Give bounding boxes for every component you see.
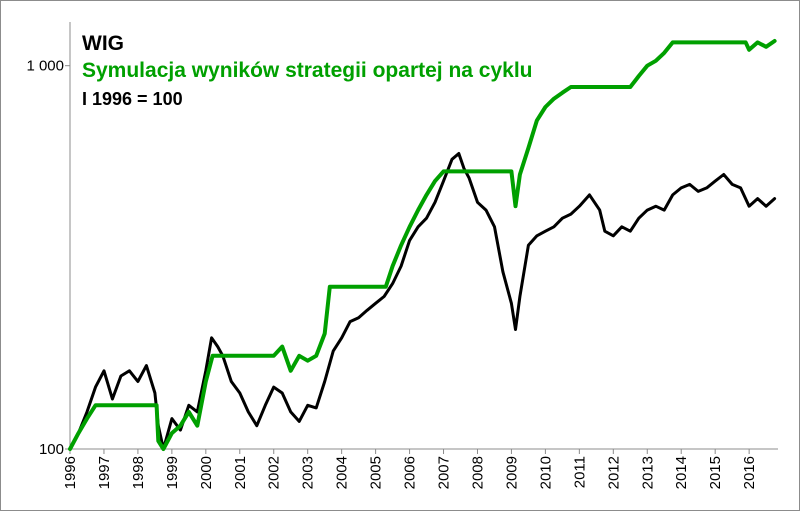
series-layer bbox=[68, 39, 777, 451]
x-tick-label: 2010 bbox=[537, 456, 554, 489]
x-tick-label: 2013 bbox=[639, 456, 656, 489]
series-line-wig bbox=[68, 152, 777, 451]
y-tick-label: 100 bbox=[39, 441, 64, 458]
x-tick-label: 2008 bbox=[469, 456, 486, 489]
series-line-strategy bbox=[68, 39, 777, 451]
x-tick-label: 1996 bbox=[62, 456, 79, 489]
y-tick-label: 1 000 bbox=[26, 58, 64, 75]
x-tick-label: 1998 bbox=[130, 456, 147, 489]
chart-axes: 100 1 000 1996 1997 1998 1999 2000 2001 2002 2003… bbox=[26, 22, 778, 489]
x-tick-label: 2000 bbox=[198, 456, 215, 489]
x-tick-label: 2002 bbox=[266, 456, 283, 489]
x-tick-label: 2009 bbox=[503, 456, 520, 489]
x-tick-label: 1997 bbox=[96, 456, 113, 489]
x-tick-label: 2005 bbox=[368, 456, 385, 489]
x-tick-label: 2003 bbox=[300, 456, 317, 489]
x-tick-label: 2006 bbox=[402, 456, 419, 489]
chart-title: WIG bbox=[82, 32, 124, 55]
x-tick-label: 2016 bbox=[741, 456, 758, 489]
x-tick-label: 2011 bbox=[571, 456, 588, 488]
x-tick-label: 2015 bbox=[707, 456, 724, 489]
x-tick-label: 2007 bbox=[436, 456, 453, 489]
x-tick-label: 2004 bbox=[334, 456, 351, 489]
legend-series-strategy: Symulacja wyników strategii opartej na c… bbox=[82, 59, 533, 82]
chart-subtitle: I 1996 = 100 bbox=[82, 89, 183, 109]
x-tick-label: 2001 bbox=[232, 456, 249, 489]
x-tick-label: 2014 bbox=[673, 456, 690, 489]
x-tick-label: 2012 bbox=[605, 456, 622, 489]
x-tick-label: 1999 bbox=[164, 456, 181, 489]
